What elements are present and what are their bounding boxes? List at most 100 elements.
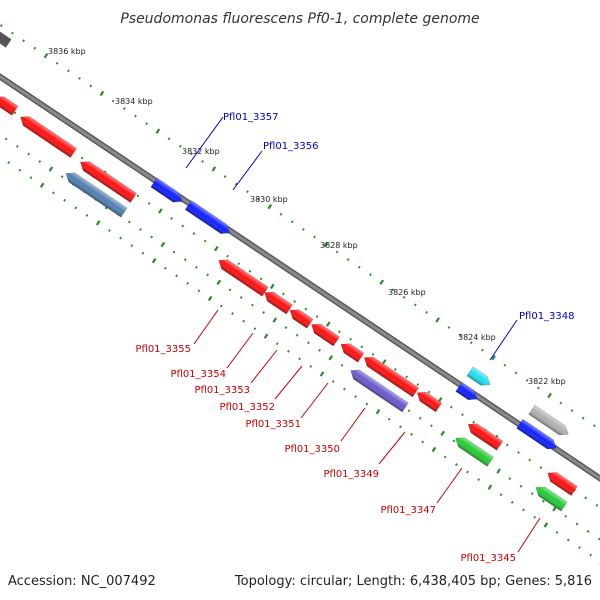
tick-mark [542,499,545,503]
tick-mark [39,182,45,188]
tick-mark [519,484,523,488]
tick-mark [335,250,339,254]
gene-arrow[interactable] [414,388,443,413]
gene-label: Pfl01_3349 [323,469,379,480]
tick-dotted-rings [0,24,600,566]
tick-mark [282,292,285,296]
tick-mark [15,145,19,148]
tick-mark [4,137,8,141]
tick-mark [259,277,263,281]
tick-mark [145,122,149,126]
tick-mark [357,265,361,269]
tick-mark [11,31,14,35]
gene-arrow[interactable] [465,420,504,451]
gene-arrow[interactable] [516,418,560,453]
tick-mark [522,508,525,512]
gene-arrow[interactable] [361,353,420,398]
tick-mark [525,378,529,382]
tick-mark [589,553,592,557]
gene-arrow[interactable] [455,381,480,403]
tick-mark [533,515,537,519]
tick-mark [472,420,476,424]
tick-mark [175,274,178,278]
gene-arrow[interactable] [184,200,233,237]
tick-mark [431,446,437,453]
tick-mark [416,383,420,386]
tick-mark [407,409,411,413]
tick-mark [365,402,369,406]
leader-line [226,332,254,369]
gene-arrow[interactable] [528,404,572,439]
tick-mark [290,220,294,224]
tick-mark [559,401,563,405]
tick-mark [239,296,243,299]
gene-labels-forward: Pfl01_3357 Pfl01_3356 Pfl01_3348 [223,112,575,322]
gene-arrow[interactable] [466,366,493,390]
tick-mark [80,156,84,160]
tick-mark [461,413,464,417]
tick-mark [181,224,185,228]
tick-mark [425,310,428,314]
gene-arrow[interactable] [533,483,568,512]
gene-arrow[interactable] [150,177,185,206]
gene-label: Pfl01_3352 [219,402,275,413]
tick-mark [234,182,238,186]
tick-mark [201,160,205,163]
tick-mark [147,201,151,205]
tick-mark [346,258,350,261]
tick-mark [226,254,229,258]
tick-mark [449,405,453,409]
tick-mark [340,363,344,367]
tick-mark [60,175,64,179]
tick-mark [394,368,397,371]
map-title: Pseudomonas fluorescens Pf0-1, complete … [120,11,479,27]
tick-mark [267,204,273,210]
tick-mark [454,463,458,466]
gene-arrow[interactable] [287,306,314,329]
gene-arrow[interactable] [77,158,138,203]
gene-arrow[interactable] [17,113,78,158]
tick-mark [127,220,131,224]
tick-mark [491,355,496,361]
gene-arrow[interactable] [453,434,494,467]
tick-mark [158,208,163,214]
kbp-label: 3824 kbp [458,333,496,342]
tick-mark [228,288,232,292]
tick-mark [108,229,111,232]
gene-arrow[interactable] [545,468,578,496]
tick-mark [410,432,413,436]
tick-mark [570,409,574,412]
tick-mark [510,500,514,504]
tick-mark [43,53,49,59]
tick-mark [458,333,462,337]
tick-mark [237,262,241,266]
tick-mark [581,416,585,420]
tick-mark [379,279,385,285]
leader-line [232,150,263,191]
tick-mark [89,84,93,88]
tick-mark [284,326,288,330]
tick-mark [304,307,308,311]
leader-line [378,431,406,465]
gene-arrow[interactable] [216,256,269,297]
gene-arrow[interactable] [261,288,293,315]
tick-mark [566,538,570,542]
gene-arrow[interactable] [338,340,365,363]
tick-mark [508,477,512,481]
tick-mark [517,451,520,454]
tick-mark [13,111,17,115]
tick-mark [206,273,209,277]
tick-mark [309,364,313,368]
tick-mark [452,439,456,443]
tick-mark [466,470,469,474]
gene-arrow[interactable] [0,93,19,116]
leader-line [517,517,541,553]
leader-line [185,116,224,169]
tick-mark [55,61,59,65]
gene-arrow[interactable] [308,320,340,347]
kbp-ruler: 3836 kbp 3834 kbp 3832 kbp 3830 kbp 3828… [48,47,566,386]
gene-label: Pfl01_3348 [519,311,575,322]
gene-arrow[interactable] [63,169,128,218]
gene-arrow[interactable] [348,366,409,413]
tick-mark [18,168,22,172]
